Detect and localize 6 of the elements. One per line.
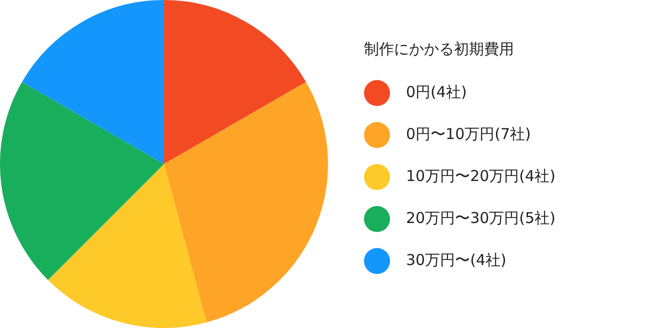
legend-title: 制作にかかる初期費用 [364,40,515,58]
legend-label: 20万円〜30万円(5社) [406,209,556,228]
legend-label: 0円(4社) [406,83,467,102]
legend-label: 10万円〜20万円(4社) [406,167,556,186]
legend-label: 30万円〜(4社) [406,251,506,270]
legend-label: 0円〜10万円(7社) [406,125,531,144]
